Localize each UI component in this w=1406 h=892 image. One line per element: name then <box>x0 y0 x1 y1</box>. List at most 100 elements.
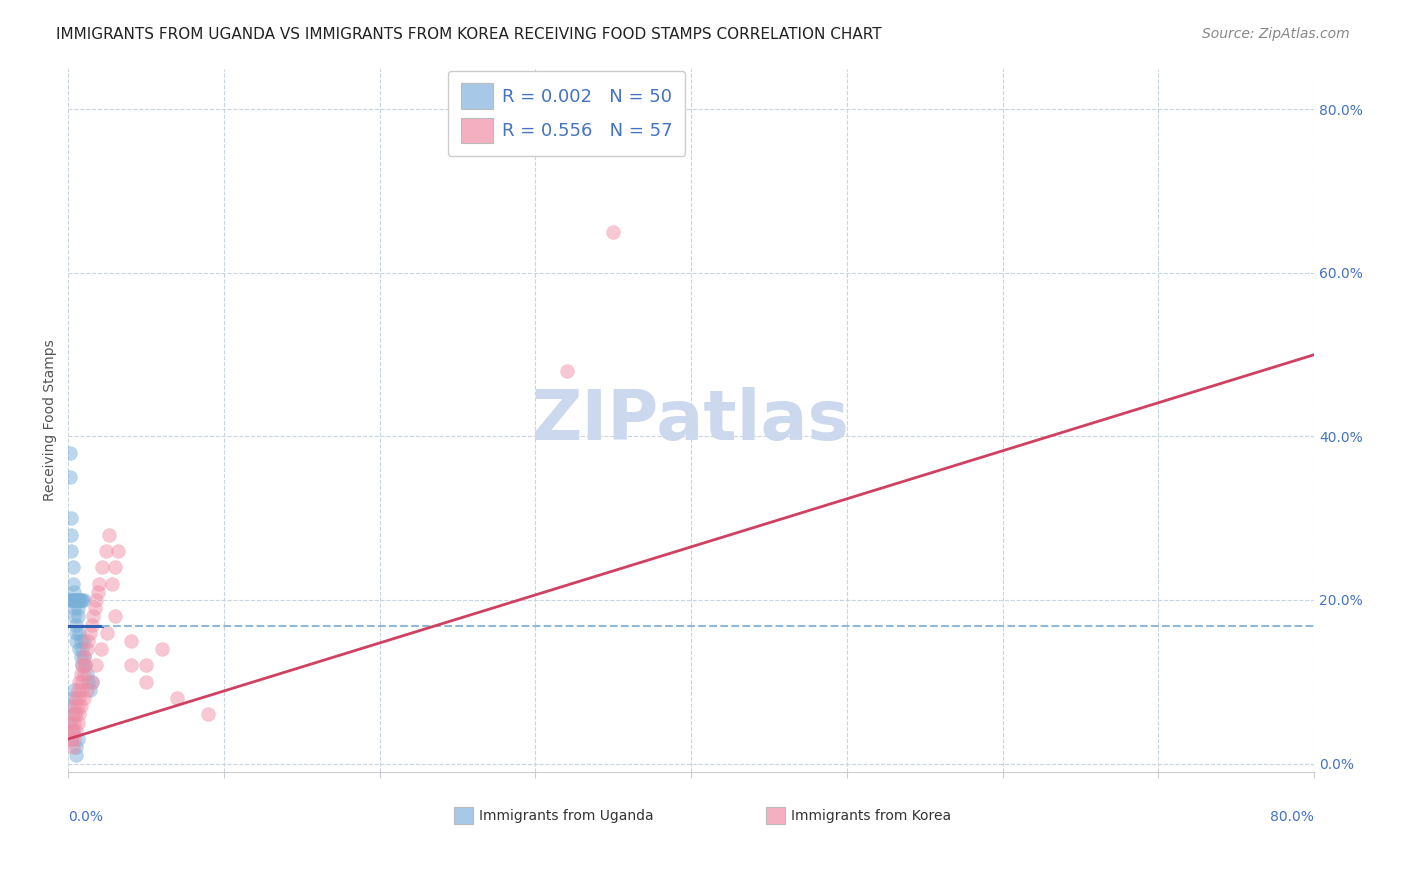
Point <box>62 723 84 738</box>
Point <box>60 511 83 525</box>
Point <box>63 715 86 730</box>
Point <box>60 731 83 746</box>
Point <box>73 650 96 665</box>
Point <box>66 609 89 624</box>
Point <box>90 642 112 657</box>
Point <box>82 609 104 624</box>
Point <box>77 633 100 648</box>
FancyBboxPatch shape <box>766 807 785 824</box>
Point <box>602 225 624 239</box>
Point <box>84 593 107 607</box>
Point <box>63 601 86 615</box>
Point <box>59 470 82 484</box>
Point <box>59 715 82 730</box>
Point <box>65 748 87 763</box>
Point <box>67 691 90 706</box>
Point <box>60 544 83 558</box>
Point <box>101 576 124 591</box>
Point <box>77 674 100 689</box>
Point <box>62 723 84 738</box>
Text: ZIPatlas: ZIPatlas <box>533 386 851 454</box>
Point <box>62 691 84 706</box>
Point <box>66 682 89 697</box>
Point <box>66 593 89 607</box>
Point <box>555 364 578 378</box>
Point <box>66 593 89 607</box>
Point <box>80 674 103 689</box>
Point <box>59 723 82 738</box>
Point <box>73 593 96 607</box>
Point <box>65 691 87 706</box>
Point <box>75 658 97 673</box>
Point <box>62 576 84 591</box>
Point <box>63 707 86 722</box>
Point <box>135 674 157 689</box>
Point <box>63 593 86 607</box>
Point <box>65 617 87 632</box>
Point <box>63 609 86 624</box>
Point <box>84 658 107 673</box>
Point <box>197 707 219 722</box>
Point <box>87 584 110 599</box>
Text: 0.0%: 0.0% <box>69 810 103 824</box>
Point <box>94 544 117 558</box>
Point <box>65 593 87 607</box>
Point <box>66 731 89 746</box>
Point <box>66 601 89 615</box>
Point <box>67 707 90 722</box>
Point <box>65 740 87 755</box>
Point <box>75 658 97 673</box>
Point <box>62 707 84 722</box>
Point <box>67 625 90 640</box>
Point <box>70 658 93 673</box>
Point <box>73 691 96 706</box>
Point <box>70 658 93 673</box>
Point <box>135 658 157 673</box>
Point <box>69 650 91 665</box>
Point <box>63 731 86 746</box>
Point <box>60 527 83 541</box>
Point <box>89 576 111 591</box>
Point <box>70 674 93 689</box>
Point <box>76 666 98 681</box>
Point <box>62 740 84 755</box>
Point <box>65 633 87 648</box>
Point <box>66 715 89 730</box>
Text: Source: ZipAtlas.com: Source: ZipAtlas.com <box>1202 27 1350 41</box>
FancyBboxPatch shape <box>454 807 474 824</box>
Point <box>166 691 188 706</box>
Point <box>69 633 91 648</box>
Point <box>65 625 87 640</box>
Point <box>62 593 84 607</box>
Point <box>63 699 86 714</box>
Point <box>69 699 91 714</box>
Text: IMMIGRANTS FROM UGANDA VS IMMIGRANTS FROM KOREA RECEIVING FOOD STAMPS CORRELATIO: IMMIGRANTS FROM UGANDA VS IMMIGRANTS FRO… <box>56 27 882 42</box>
Point <box>63 584 86 599</box>
Point <box>69 593 91 607</box>
Point <box>120 633 142 648</box>
Point <box>104 609 127 624</box>
Point <box>62 560 84 574</box>
Point <box>60 699 83 714</box>
Point <box>67 593 90 607</box>
Y-axis label: Receiving Food Stamps: Receiving Food Stamps <box>44 339 58 501</box>
Point <box>69 682 91 697</box>
Point <box>65 707 87 722</box>
Point <box>62 593 84 607</box>
Point <box>150 642 173 657</box>
Point <box>67 674 90 689</box>
Point <box>65 723 87 738</box>
Point <box>83 601 105 615</box>
Point <box>79 625 101 640</box>
Point <box>97 527 120 541</box>
Point <box>76 682 98 697</box>
Text: Immigrants from Korea: Immigrants from Korea <box>790 809 950 823</box>
Point <box>70 642 93 657</box>
Point <box>96 625 118 640</box>
Point <box>59 593 82 607</box>
Point <box>60 715 83 730</box>
Point <box>73 633 96 648</box>
Point <box>91 560 114 574</box>
Point <box>66 699 89 714</box>
Text: Immigrants from Uganda: Immigrants from Uganda <box>479 809 654 823</box>
